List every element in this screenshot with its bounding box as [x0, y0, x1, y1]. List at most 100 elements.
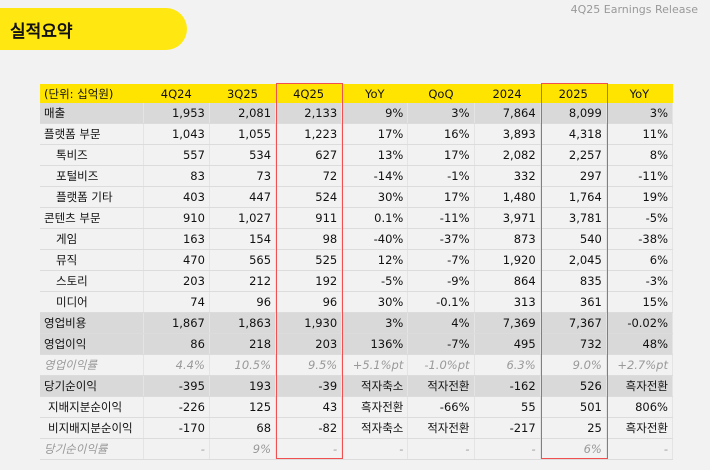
table-cell: 218 [209, 333, 277, 355]
table-cell: - [474, 438, 541, 460]
table-cell: -37% [407, 228, 475, 250]
table-cell: 534 [209, 144, 277, 166]
table-cell: 2,045 [540, 249, 607, 271]
table-row: 당기순이익 -395 193 -39 적자축소 적자전환 -162 526 흑자전환 [40, 375, 674, 397]
table-cell: 1,055 [209, 123, 277, 145]
table-row: 스토리 203 212 192 -5% -9% 864 835 -3% [40, 270, 674, 292]
table-cell: 1,920 [474, 249, 541, 271]
table-cell: 540 [540, 228, 607, 250]
table-cell: 12% [341, 249, 409, 271]
table-cell: 6.3% [474, 354, 541, 376]
table-row: 플랫폼 기타 403 447 524 30% 17% 1,480 1,764 19% [40, 186, 674, 208]
table-cell: 96 [209, 291, 277, 313]
table-cell: +5.1%pt [341, 354, 409, 376]
table-cell: 15% [606, 291, 674, 313]
table-cell: 1,480 [474, 186, 541, 208]
table-cell: 11% [606, 123, 674, 145]
row-label: 매출 [40, 103, 144, 124]
table-cell: 806% [606, 396, 674, 418]
table-cell: -9% [407, 270, 475, 292]
table-cell: -226 [143, 396, 210, 418]
table-cell: - [407, 438, 475, 460]
table-cell: 125 [209, 396, 277, 418]
table-cell: 8% [606, 144, 674, 166]
table-cell: -0.02% [606, 312, 674, 334]
table-row: 영업비용 1,867 1,863 1,930 3% 4% 7,369 7,367 -0.02% [40, 312, 674, 334]
table-cell: 6% [540, 438, 607, 460]
table-cell: - [341, 438, 409, 460]
table-cell: 흑자전환 [606, 375, 674, 397]
row-label: 당기순이익 [40, 375, 144, 397]
table-cell: 732 [540, 333, 607, 355]
table-cell: 9% [341, 103, 409, 124]
table-cell: 9.5% [275, 354, 343, 376]
table-cell: -170 [143, 417, 210, 439]
table-row: 플랫폼 부문 1,043 1,055 1,223 17% 16% 3,893 4,318 11% [40, 123, 674, 145]
table-cell: 73 [209, 165, 277, 187]
table-row: 콘텐츠 부문 910 1,027 911 0.1% -11% 3,971 3,781 -5% [40, 207, 674, 229]
table-cell: 203 [143, 270, 210, 292]
table-cell: 19% [606, 186, 674, 208]
earnings-summary-table: (단위: 십억원) 4Q24 3Q25 4Q25 YoY QoQ 2024 2025 YoY 매출… [40, 84, 674, 460]
table-cell: 136% [341, 333, 409, 355]
table-cell: 1,764 [540, 186, 607, 208]
table-cell: 43 [275, 396, 343, 418]
table-cell: 17% [407, 144, 475, 166]
table-cell: 96 [275, 291, 343, 313]
table-row: 톡비즈 557 534 627 13% 17% 2,082 2,257 8% [40, 144, 674, 166]
table-cell: 835 [540, 270, 607, 292]
row-label: 영업이익 [40, 333, 144, 355]
table-cell: -7% [407, 249, 475, 271]
table-cell: 557 [143, 144, 210, 166]
table-cell: -40% [341, 228, 409, 250]
row-label: 스토리 [40, 270, 144, 292]
table-cell: 적자전환 [407, 375, 475, 397]
row-label: 지배지분순이익 [40, 396, 144, 418]
column-header: YoY [341, 84, 408, 103]
table-row: 뮤직 470 565 525 12% -7% 1,920 2,045 6% [40, 249, 674, 271]
table-cell: 332 [474, 165, 541, 187]
table-cell: 1,027 [209, 207, 277, 229]
table-cell: 3% [407, 103, 475, 124]
row-label: 당기순이익률 [40, 438, 144, 460]
table-cell: 526 [540, 375, 607, 397]
table-cell: 565 [209, 249, 277, 271]
table-cell: 403 [143, 186, 210, 208]
row-label: 톡비즈 [40, 144, 144, 166]
column-header: (단위: 십억원) [40, 84, 144, 103]
table-cell: 98 [275, 228, 343, 250]
table-cell: -11% [606, 165, 674, 187]
table-cell: 1,043 [143, 123, 210, 145]
row-label: 미디어 [40, 291, 144, 313]
table-row: 지배지분순이익 -226 125 43 흑자전환 -66% 55 501 806% [40, 396, 674, 418]
table-cell: 447 [209, 186, 277, 208]
table-cell: 10.5% [209, 354, 277, 376]
table-cell: 3,781 [540, 207, 607, 229]
table-cell: 297 [540, 165, 607, 187]
table-cell: -0.1% [407, 291, 475, 313]
column-header: QoQ [407, 84, 475, 103]
table-cell: 30% [341, 291, 409, 313]
table-cell: 7,367 [540, 312, 607, 334]
table-cell: 적자축소 [341, 375, 409, 397]
table-cell: 470 [143, 249, 210, 271]
table-cell: 25 [540, 417, 607, 439]
title-banner [0, 8, 187, 50]
table-cell: 163 [143, 228, 210, 250]
row-label: 영업이익률 [40, 354, 144, 376]
table-cell: 361 [540, 291, 607, 313]
table-cell: 2,133 [275, 103, 343, 124]
table-cell: 864 [474, 270, 541, 292]
table-cell: - [143, 438, 210, 460]
row-label: 비지배지분순이익 [40, 417, 144, 439]
table-cell: 13% [341, 144, 409, 166]
table-cell: 74 [143, 291, 210, 313]
table-cell: 193 [209, 375, 277, 397]
column-header: 3Q25 [209, 84, 276, 103]
table-cell: 17% [407, 186, 475, 208]
table-cell: 911 [275, 207, 343, 229]
column-header: 2024 [474, 84, 541, 103]
table-cell: 1,223 [275, 123, 343, 145]
table-cell: 72 [275, 165, 343, 187]
table-cell: 17% [341, 123, 409, 145]
